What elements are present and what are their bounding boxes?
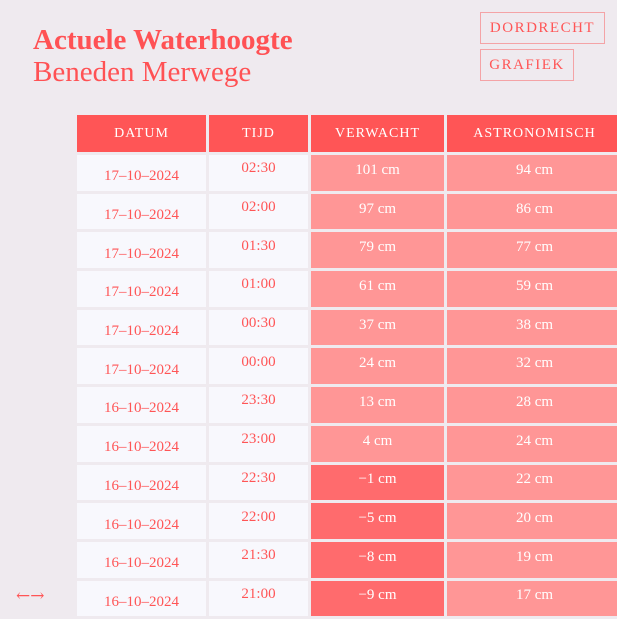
- time-cell: 21:30: [209, 541, 308, 578]
- title: Actuele Waterhoogte: [33, 24, 293, 56]
- table-header: DATUM TIJD VERWACHT ASTRONOMISCH: [77, 115, 617, 152]
- date-cell: 17–10–2024: [77, 348, 206, 385]
- expected-cell: −8 cm: [311, 541, 444, 578]
- astronomical-cell: 59 cm: [447, 271, 617, 307]
- table-row: 16–10–2024 21:00 −9 cm 17 cm: [77, 580, 617, 617]
- time-cell: 23:00: [209, 425, 308, 462]
- time-cell: 02:30: [209, 155, 308, 191]
- table-row: 17–10–2024 01:00 61 cm 59 cm: [77, 271, 617, 307]
- astronomical-cell: 20 cm: [447, 503, 617, 539]
- expected-cell: 61 cm: [311, 271, 444, 307]
- chart-button[interactable]: GRAFIEK: [480, 49, 574, 81]
- date-cell: 17–10–2024: [77, 232, 206, 269]
- astronomical-cell: 17 cm: [447, 580, 617, 617]
- time-cell: 01:30: [209, 232, 308, 269]
- time-cell: 00:30: [209, 309, 308, 346]
- date-cell: 17–10–2024: [77, 193, 206, 230]
- date-cell: 16–10–2024: [77, 503, 206, 539]
- date-cell: 17–10–2024: [77, 155, 206, 191]
- time-cell: 22:30: [209, 464, 308, 501]
- expected-cell: −1 cm: [311, 464, 444, 501]
- expected-cell: 97 cm: [311, 193, 444, 230]
- astronomical-cell: 24 cm: [447, 425, 617, 462]
- location-button[interactable]: DORDRECHT: [480, 12, 605, 44]
- column-header-time: TIJD: [209, 115, 308, 152]
- expected-cell: 101 cm: [311, 155, 444, 191]
- time-cell: 01:00: [209, 271, 308, 307]
- table-row: 17–10–2024 00:30 37 cm 38 cm: [77, 309, 617, 346]
- table-row: 16–10–2024 22:00 −5 cm 20 cm: [77, 503, 617, 539]
- time-cell: 23:30: [209, 387, 308, 423]
- table-row: 17–10–2024 00:00 24 cm 32 cm: [77, 348, 617, 385]
- table-row: 16–10–2024 23:30 13 cm 28 cm: [77, 387, 617, 423]
- expected-cell: 24 cm: [311, 348, 444, 385]
- date-cell: 16–10–2024: [77, 464, 206, 501]
- astronomical-cell: 38 cm: [447, 309, 617, 346]
- column-header-astronomical: ASTRONOMISCH: [447, 115, 617, 152]
- column-header-date: DATUM: [77, 115, 206, 152]
- astronomical-cell: 19 cm: [447, 541, 617, 578]
- time-cell: 02:00: [209, 193, 308, 230]
- astronomical-cell: 22 cm: [447, 464, 617, 501]
- astronomical-cell: 77 cm: [447, 232, 617, 269]
- table-row: 17–10–2024 01:30 79 cm 77 cm: [77, 232, 617, 269]
- time-cell: 22:00: [209, 503, 308, 539]
- date-cell: 17–10–2024: [77, 309, 206, 346]
- expected-cell: 13 cm: [311, 387, 444, 423]
- table-row: 17–10–2024 02:30 101 cm 94 cm: [77, 155, 617, 191]
- table-row: 16–10–2024 21:30 −8 cm 19 cm: [77, 541, 617, 578]
- date-cell: 16–10–2024: [77, 541, 206, 578]
- date-cell: 16–10–2024: [77, 425, 206, 462]
- expected-cell: −9 cm: [311, 580, 444, 617]
- expected-cell: 37 cm: [311, 309, 444, 346]
- time-cell: 00:00: [209, 348, 308, 385]
- date-cell: 17–10–2024: [77, 271, 206, 307]
- column-header-expected: VERWACHT: [311, 115, 444, 152]
- water-level-table: DATUM TIJD VERWACHT ASTRONOMISCH 17–10–2…: [77, 115, 617, 619]
- astronomical-cell: 32 cm: [447, 348, 617, 385]
- time-cell: 21:00: [209, 580, 308, 617]
- astronomical-cell: 86 cm: [447, 193, 617, 230]
- date-cell: 16–10–2024: [77, 387, 206, 423]
- expected-cell: 79 cm: [311, 232, 444, 269]
- subtitle: Beneden Merwege: [33, 56, 252, 88]
- date-cell: 16–10–2024: [77, 580, 206, 617]
- table-row: 16–10–2024 23:00 4 cm 24 cm: [77, 425, 617, 462]
- table-row: 17–10–2024 02:00 97 cm 86 cm: [77, 193, 617, 230]
- table-row: 16–10–2024 22:30 −1 cm 22 cm: [77, 464, 617, 501]
- astronomical-cell: 28 cm: [447, 387, 617, 423]
- expected-cell: 4 cm: [311, 425, 444, 462]
- astronomical-cell: 94 cm: [447, 155, 617, 191]
- scroll-arrows-icon[interactable]: ←→: [16, 586, 45, 606]
- expected-cell: −5 cm: [311, 503, 444, 539]
- page-title: Actuele Waterhoogte Beneden Merwege: [33, 24, 293, 88]
